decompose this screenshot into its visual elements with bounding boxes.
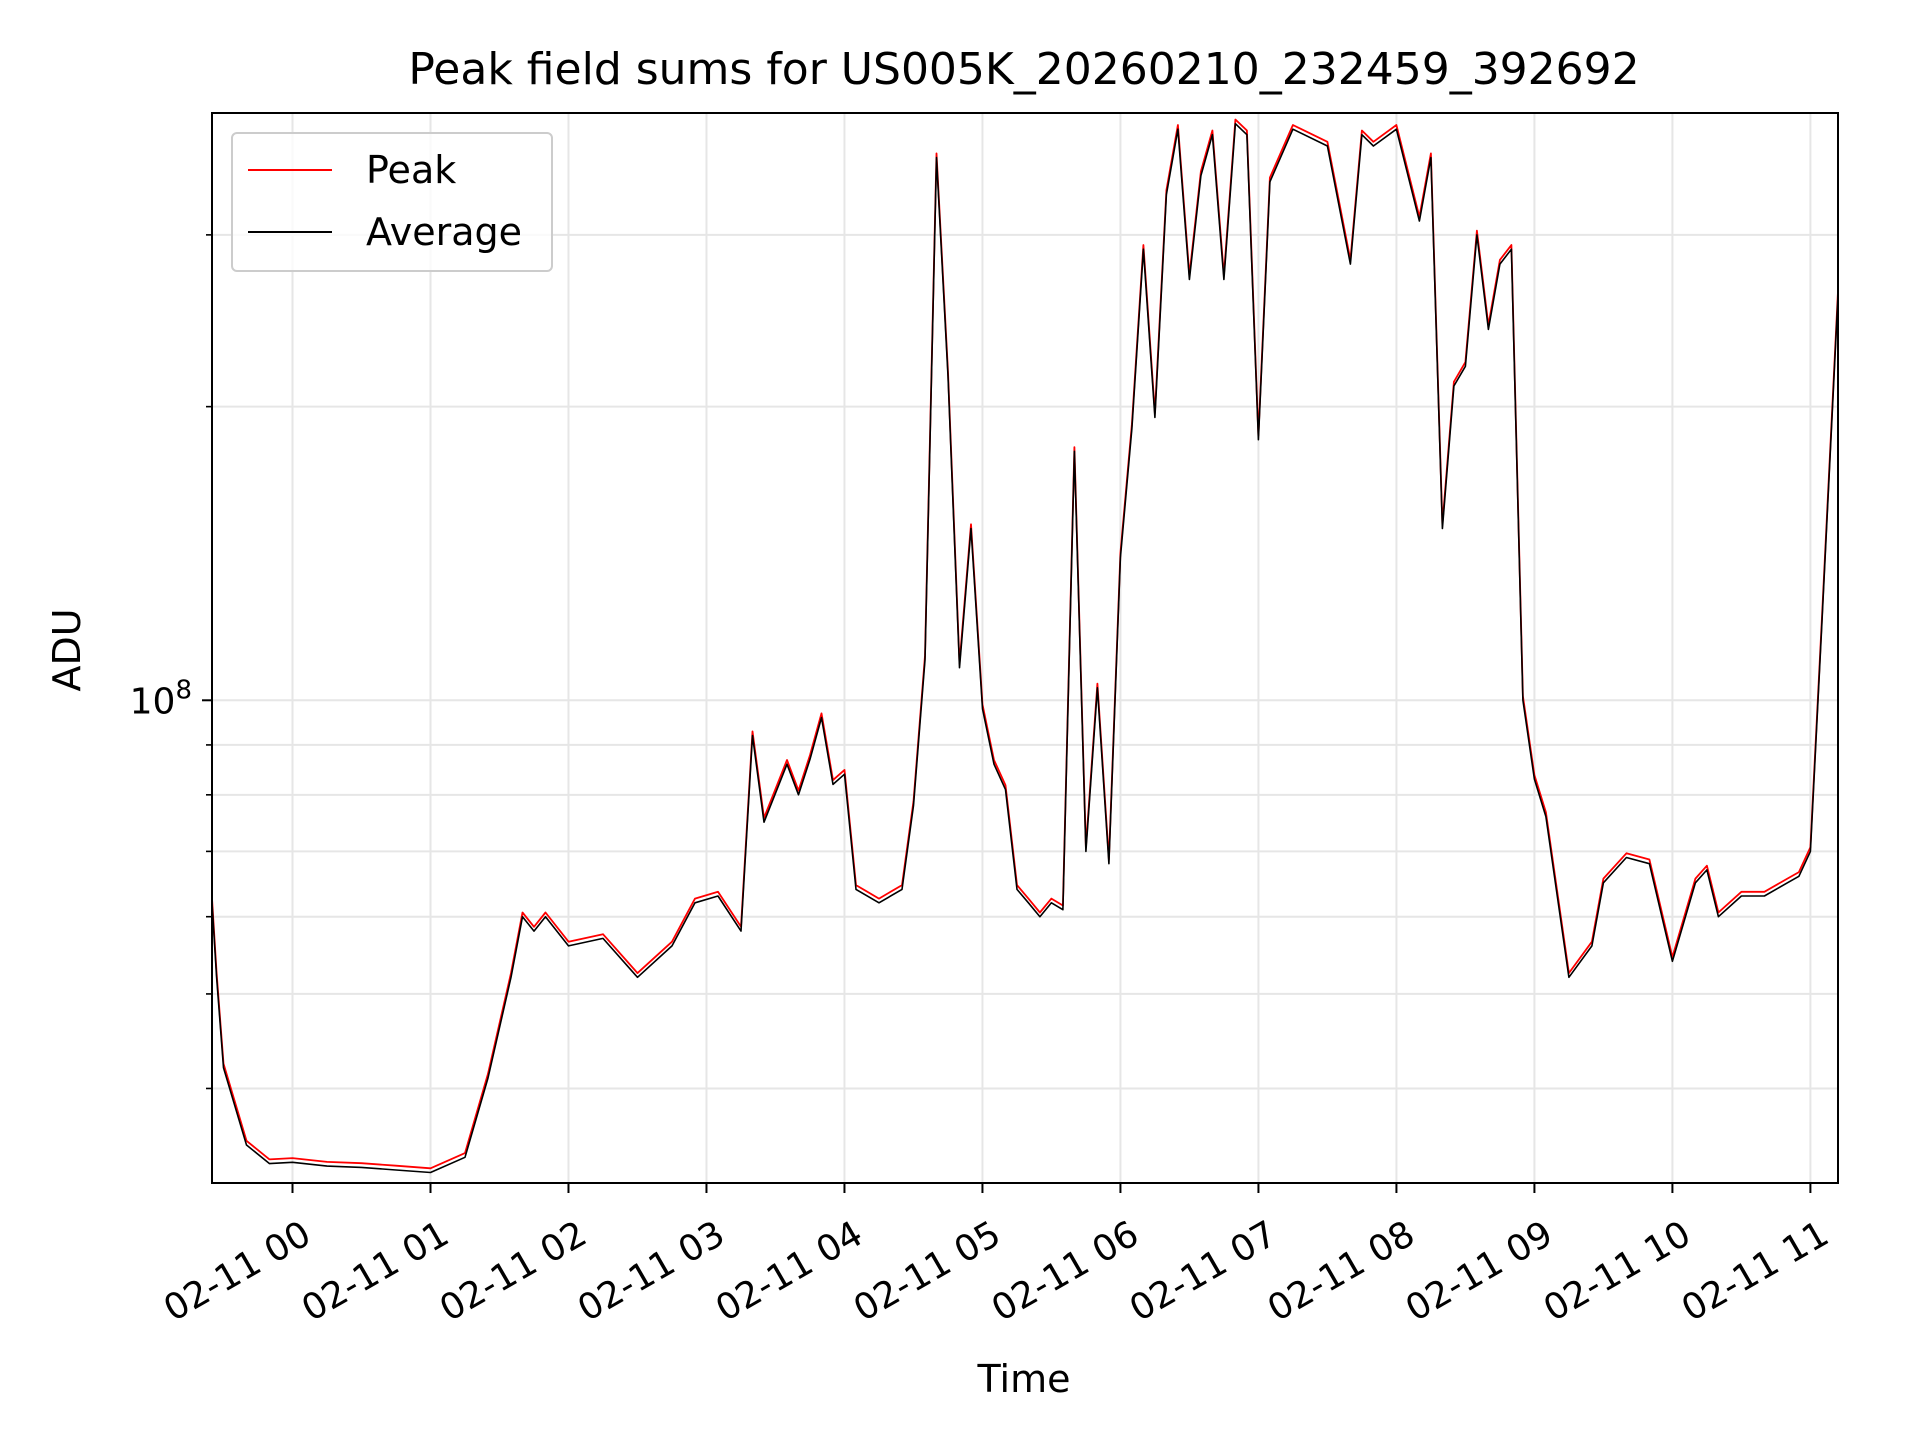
legend-label-average: Average [366, 210, 522, 254]
x-axis-label: Time [977, 1357, 1071, 1401]
legend-box [231, 132, 553, 272]
legend-label-peak: Peak [366, 148, 456, 192]
series-layer [211, 118, 1839, 1174]
chart-title: Peak field sums for US005K_20260210_2324… [408, 44, 1639, 95]
y-axis-label: ADU [45, 608, 89, 691]
legend: Peak Average [231, 132, 553, 272]
series-line-average [211, 122, 1839, 1174]
plot-frame [211, 112, 1839, 1184]
y-tick-exponent: 8 [175, 675, 192, 705]
